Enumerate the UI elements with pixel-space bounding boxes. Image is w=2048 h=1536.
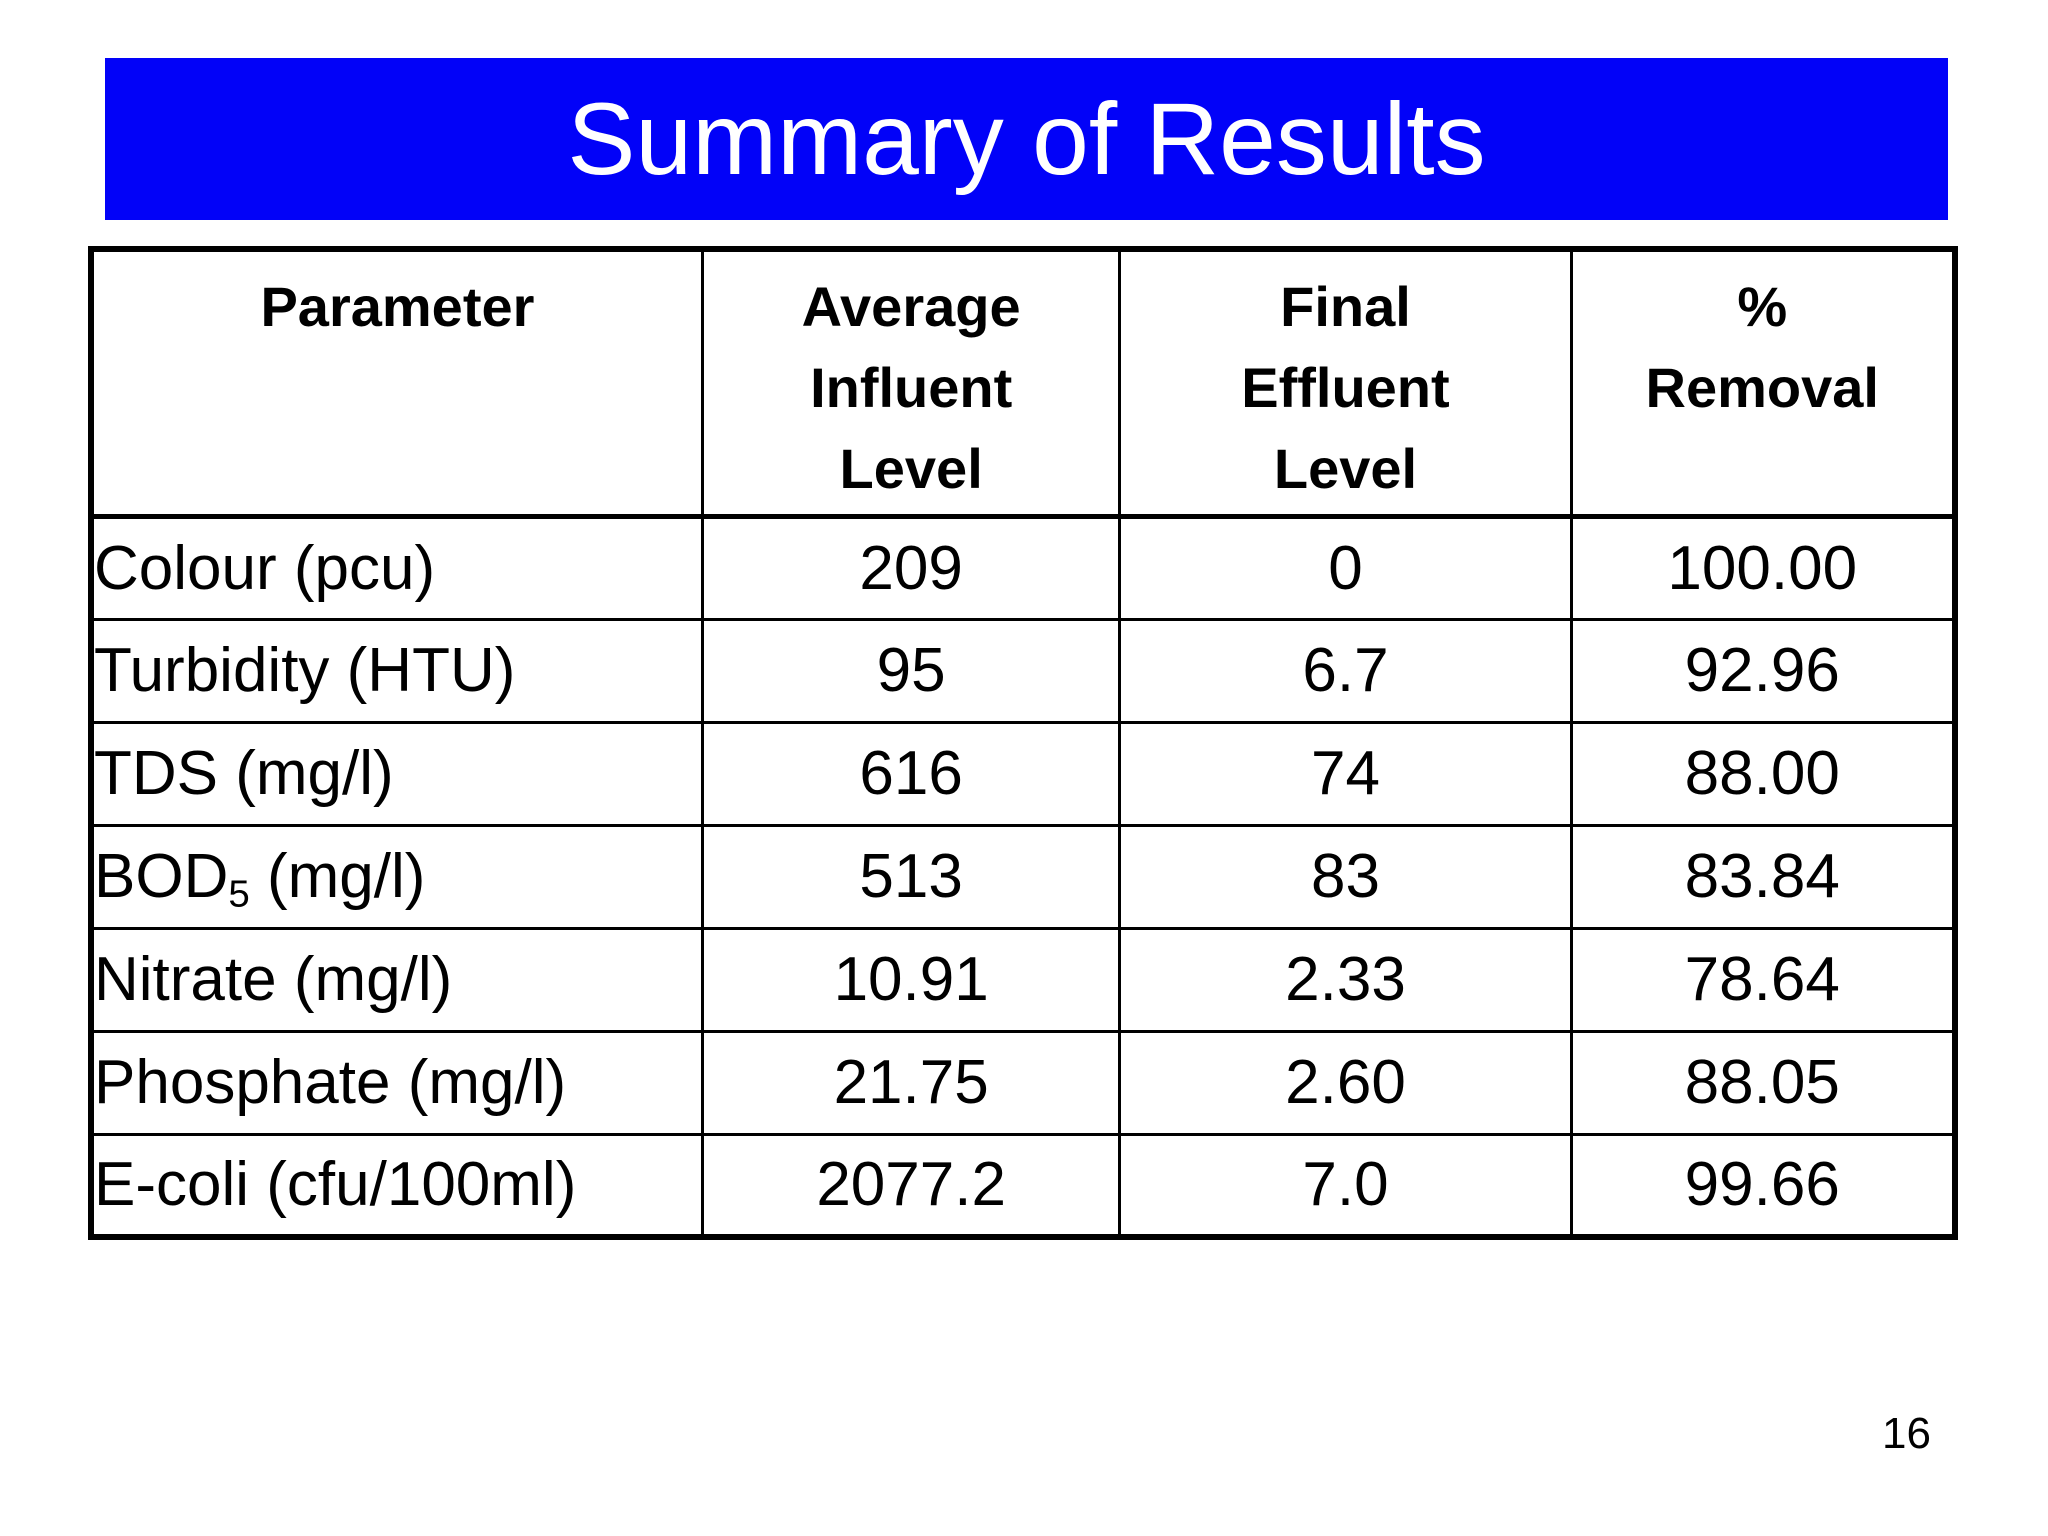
table-body: Colour (pcu) 209 0 100.00 Turbidity (HTU) 95 6… [89, 514, 1957, 1239]
cell-percent-removal: 100.00 [1569, 514, 1957, 621]
cell-average-influent-level: 513 [700, 823, 1122, 930]
table-row: Nitrate (mg/l) 10.91 2.33 78.64 [89, 926, 1957, 1033]
cell-parameter: TDS (mg/l) [89, 720, 704, 827]
cell-parameter: E-coli (cfu/100ml) [89, 1132, 704, 1239]
cell-average-influent-level: 21.75 [700, 1029, 1122, 1136]
table-row: Colour (pcu) 209 0 100.00 [89, 514, 1957, 621]
table-row: Turbidity (HTU) 95 6.7 92.96 [89, 617, 1957, 724]
cell-parameter: Nitrate (mg/l) [89, 926, 704, 1033]
cell-percent-removal: 99.66 [1569, 1132, 1957, 1239]
title-banner: Summary of Results [105, 58, 1948, 220]
cell-final-effluent-level: 7.0 [1118, 1132, 1573, 1239]
cell-final-effluent-level: 83 [1118, 823, 1573, 930]
slide-title: Summary of Results [567, 82, 1486, 196]
cell-percent-removal: 78.64 [1569, 926, 1957, 1033]
cell-parameter: BOD5 (mg/l) [89, 823, 704, 930]
cell-average-influent-level: 616 [700, 720, 1122, 827]
cell-final-effluent-level: 6.7 [1118, 617, 1573, 724]
cell-final-effluent-level: 74 [1118, 720, 1573, 827]
cell-final-effluent-level: 2.60 [1118, 1029, 1573, 1136]
cell-average-influent-level: 2077.2 [700, 1132, 1122, 1239]
cell-average-influent-level: 95 [700, 617, 1122, 724]
column-header-parameter: Parameter [89, 247, 704, 519]
cell-percent-removal: 88.00 [1569, 720, 1957, 827]
cell-percent-removal: 88.05 [1569, 1029, 1957, 1136]
cell-parameter: Colour (pcu) [89, 514, 704, 621]
table-row: E-coli (cfu/100ml) 2077.2 7.0 99.66 [89, 1132, 1957, 1239]
cell-final-effluent-level: 0 [1118, 514, 1573, 621]
cell-parameter: Phosphate (mg/l) [89, 1029, 704, 1136]
cell-final-effluent-level: 2.33 [1118, 926, 1573, 1033]
table-row: BOD5 (mg/l) 513 83 83.84 [89, 823, 1957, 930]
cell-percent-removal: 92.96 [1569, 617, 1957, 724]
column-header-final-effluent-level: Final Effluent Level [1118, 247, 1573, 519]
column-header-percent-removal: % Removal [1569, 247, 1957, 519]
cell-parameter: Turbidity (HTU) [89, 617, 704, 724]
results-table: Parameter Average Influent Level Final Efflue… [88, 246, 1958, 1240]
cell-average-influent-level: 209 [700, 514, 1122, 621]
page-number: 16 [1882, 1409, 1931, 1458]
cell-average-influent-level: 10.91 [700, 926, 1122, 1033]
cell-percent-removal: 83.84 [1569, 823, 1957, 930]
table-header-row: Parameter Average Influent Level Final Efflue… [89, 247, 1957, 519]
column-header-avg-influent-level: Average Influent Level [700, 247, 1122, 519]
table-row: TDS (mg/l) 616 74 88.00 [89, 720, 1957, 827]
table-row: Phosphate (mg/l) 21.75 2.60 88.05 [89, 1029, 1957, 1136]
